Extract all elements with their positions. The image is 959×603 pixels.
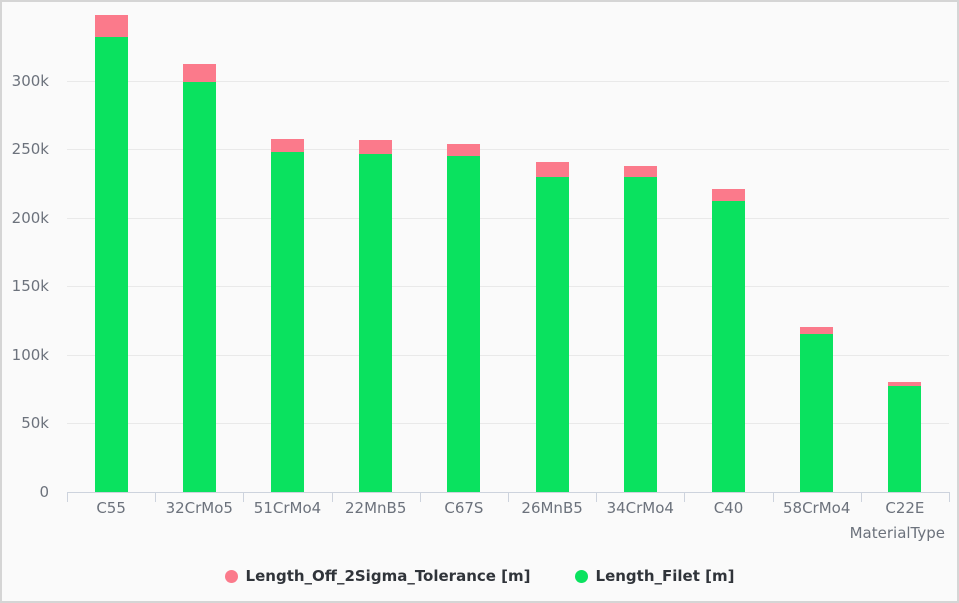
y-axis-tick-label: 200k (11, 208, 49, 227)
bar-segment-C40[interactable] (712, 200, 745, 492)
x-axis-tick (596, 492, 598, 502)
y-axis-tick-label: 250k (11, 140, 49, 159)
x-axis-tick (155, 492, 157, 502)
bar-segment-C22E[interactable] (888, 385, 922, 492)
bar-segment-C67S[interactable] (447, 156, 481, 492)
legend: Length_Off_2Sigma_Tolerance [m] Length_F… (2, 567, 957, 585)
x-axis-tick (949, 492, 950, 502)
x-axis-category-label: 26MnB5 (521, 499, 583, 517)
bar-segment-34CrMo4[interactable] (623, 165, 657, 177)
x-axis-category-label: 58CrMo4 (782, 499, 851, 517)
x-axis-category-label: 51CrMo4 (253, 499, 322, 517)
x-axis-category-label: C55 (96, 499, 126, 517)
y-gridline (67, 217, 949, 219)
y-gridline (67, 354, 949, 356)
x-axis-category-label: C67S (444, 499, 484, 517)
y-gridline (67, 423, 949, 425)
y-gridline (67, 286, 949, 288)
bar-segment-22MnB5[interactable] (359, 153, 393, 492)
y-gridline (67, 149, 949, 151)
y-axis-tick-label: 150k (11, 277, 49, 296)
x-axis-tick (331, 492, 333, 502)
bar-segment-26MnB5[interactable] (535, 162, 569, 177)
x-axis-tick (67, 492, 68, 502)
bar-segment-26MnB5[interactable] (535, 176, 569, 492)
legend-item-tolerance[interactable]: Length_Off_2Sigma_Tolerance [m] (224, 567, 531, 585)
bar-segment-51CrMo4[interactable] (271, 151, 304, 492)
bar-segment-C55[interactable] (94, 15, 128, 37)
x-axis-category-label: C22E (885, 499, 925, 517)
legend-marker-circle-icon (224, 569, 238, 583)
x-axis-tick (772, 492, 774, 502)
x-axis-category-label: C40 (713, 499, 744, 517)
bar-segment-C67S[interactable] (447, 144, 481, 156)
x-axis-title: MaterialType (849, 524, 945, 542)
legend-label: Length_Off_2Sigma_Tolerance [m] (245, 567, 531, 585)
x-axis-tick (860, 492, 862, 502)
x-axis-tick (419, 492, 421, 502)
bar-segment-32CrMo5[interactable] (182, 64, 216, 82)
bar-segment-32CrMo5[interactable] (182, 81, 216, 492)
x-axis-tick (508, 492, 509, 502)
y-gridline (67, 80, 949, 82)
bar-segment-C40[interactable] (712, 188, 745, 201)
y-axis-tick-label: 100k (11, 345, 49, 364)
bar-segment-C55[interactable] (94, 36, 128, 492)
legend-item-filet[interactable]: Length_Filet [m] (574, 567, 735, 585)
legend-marker-circle-icon (574, 569, 588, 583)
bar-segment-58CrMo4[interactable] (800, 327, 834, 335)
bar-segment-22MnB5[interactable] (359, 140, 393, 154)
x-axis-tick (243, 492, 245, 502)
x-axis-category-label: 22MnB5 (345, 499, 407, 517)
y-axis-tick-label: 300k (11, 71, 49, 90)
y-axis-tick-label: 50k (21, 414, 49, 433)
x-axis-tick (684, 492, 686, 502)
bar-segment-58CrMo4[interactable] (800, 334, 834, 492)
y-axis-tick-label: 0 (39, 483, 49, 501)
x-axis-category-label: 34CrMo4 (606, 499, 674, 517)
legend-label: Length_Filet [m] (595, 567, 735, 585)
bar-segment-C22E[interactable] (888, 381, 922, 386)
bar-segment-51CrMo4[interactable] (271, 138, 304, 152)
bar-segment-34CrMo4[interactable] (623, 176, 657, 492)
x-axis-category-label: 32CrMo5 (165, 499, 233, 517)
